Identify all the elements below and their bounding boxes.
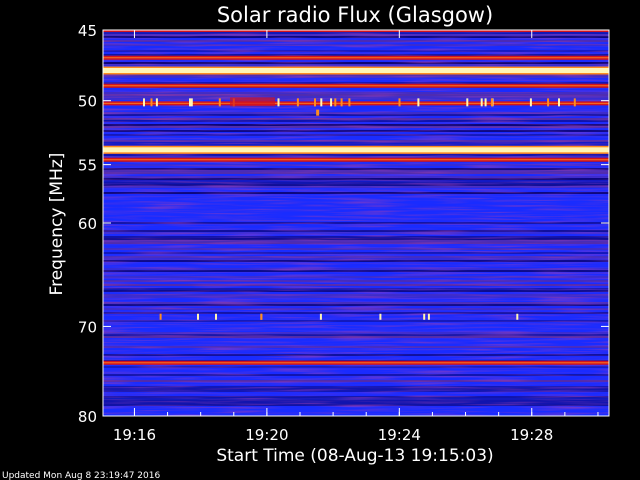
y-tick-label: 60: [78, 215, 97, 233]
spike-mark: [330, 98, 333, 107]
spike-mark: [558, 98, 560, 107]
spike-mark: [529, 98, 532, 107]
spike-mark: [379, 313, 382, 320]
emission-bands: [103, 30, 609, 365]
spike-mark: [417, 98, 420, 107]
spike-mark: [484, 98, 487, 107]
spike-mark: [155, 98, 158, 107]
x-tick-label: 19:24: [378, 426, 421, 444]
y-tick-label: 80: [78, 408, 97, 426]
spike-mark: [340, 98, 343, 107]
interference-spikes: [143, 97, 576, 320]
x-tick-label: 19:16: [113, 426, 156, 444]
spike-mark: [314, 98, 316, 107]
band-line-center: [103, 102, 609, 104]
band-line: [103, 30, 609, 32]
band-line-center: [103, 362, 609, 364]
spike-mark: [150, 98, 153, 107]
spike-mark: [516, 313, 519, 320]
band-line-center: [103, 85, 609, 87]
band-core: [103, 67, 609, 73]
spike-mark: [319, 313, 322, 320]
y-tick-label: 70: [78, 318, 97, 336]
spike-mark: [190, 98, 193, 107]
spike-mark: [334, 98, 337, 107]
y-axis-label: Frequency [MHz]: [47, 153, 67, 296]
burst-markers: [316, 109, 320, 116]
burst-marker: [316, 109, 320, 116]
x-tick-label: 19:20: [245, 426, 288, 444]
spike-mark: [260, 313, 263, 320]
spike-mark: [189, 98, 191, 107]
spike-mark: [573, 98, 576, 107]
spike-mark: [423, 313, 426, 320]
spike-cluster: [230, 97, 275, 107]
chart-title: Solar radio Flux (Glasgow): [217, 3, 493, 27]
spike-mark: [159, 313, 162, 320]
spike-mark: [143, 98, 145, 107]
spike-mark: [218, 98, 221, 107]
band-core: [103, 147, 609, 153]
spike-mark: [348, 98, 351, 107]
spike-mark: [215, 313, 217, 320]
spike-mark: [398, 98, 401, 107]
spike-mark: [277, 98, 280, 107]
spike-mark: [480, 98, 483, 107]
spike-mark: [490, 98, 493, 107]
band-line-center: [103, 57, 609, 59]
updated-timestamp: Updated Mon Aug 8 23:19:47 2016: [2, 471, 160, 480]
spectrogram-noise: [103, 30, 609, 416]
x-axis-label: Start Time (08-Aug-13 19:15:03): [216, 446, 493, 466]
spike-mark: [427, 313, 430, 320]
band-line-center: [103, 159, 609, 161]
spike-mark: [466, 98, 469, 107]
x-tick-label: 19:28: [510, 426, 553, 444]
y-tick-label: 55: [78, 157, 97, 175]
spike-mark: [547, 98, 550, 107]
spike-mark: [197, 313, 199, 320]
x-ticks: 19:16 19:20 19:24 19:28: [113, 30, 599, 444]
spectrogram-area: [103, 30, 609, 416]
y-ticks: 45 50 55 60 70 80: [78, 22, 609, 426]
spike-mark: [296, 98, 299, 107]
spike-mark: [320, 98, 323, 107]
y-tick-label: 50: [78, 93, 97, 111]
y-tick-label: 45: [78, 22, 97, 40]
